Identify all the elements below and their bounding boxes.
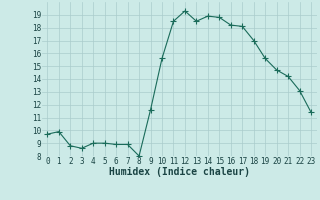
X-axis label: Humidex (Indice chaleur): Humidex (Indice chaleur) (109, 167, 250, 177)
